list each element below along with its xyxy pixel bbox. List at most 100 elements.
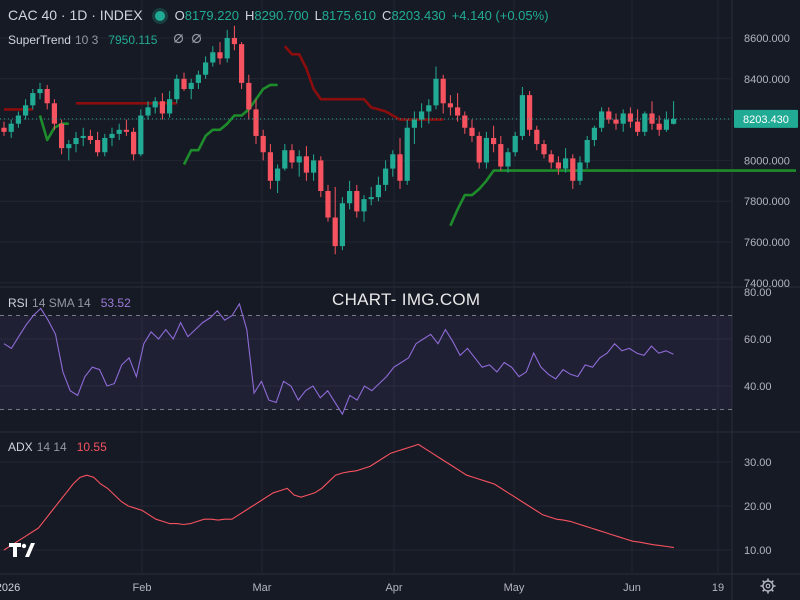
high-label: H — [244, 8, 255, 23]
last-price-tag — [734, 109, 798, 128]
y-tick-label: 20.00 — [744, 501, 772, 513]
candle-body — [419, 111, 425, 120]
candle-body — [527, 95, 533, 130]
candle-body — [80, 135, 86, 138]
last-price-label: 8203.430 — [743, 114, 789, 126]
candle-body — [404, 127, 410, 181]
candle-body — [635, 121, 641, 132]
candle-body — [138, 115, 144, 155]
eye-hidden-icon[interactable] — [169, 33, 187, 47]
candle-body — [577, 162, 583, 181]
candle-body — [260, 135, 266, 153]
rsi-params: 14 SMA 14 — [32, 296, 91, 310]
x-tick-label: Feb — [133, 582, 152, 594]
price-axis[interactable]: 8600.0008400.0008200.0008000.0007800.000… — [734, 33, 798, 557]
candle-body — [606, 111, 612, 120]
candle-body — [541, 144, 547, 155]
candle-body — [239, 44, 245, 83]
low-value: 8175.610 — [321, 8, 377, 23]
candle-body — [73, 137, 79, 145]
y-tick-label: 40.00 — [744, 381, 772, 393]
candle-body — [325, 191, 331, 218]
candle-body — [66, 144, 72, 149]
candle-body — [671, 118, 677, 124]
candle-body — [195, 74, 201, 83]
candle-body — [210, 52, 216, 63]
candle-body — [426, 105, 432, 112]
candle-body — [462, 115, 468, 128]
candle-body — [505, 152, 511, 167]
candle-body — [23, 105, 29, 116]
time-axis[interactable]: 2026 Feb Mar Apr May Jun 19 — [0, 582, 724, 594]
adx-legend[interactable]: ADX 14 14 10.55 — [8, 440, 115, 454]
adx-pane[interactable] — [3, 443, 674, 551]
candle-body — [203, 62, 209, 75]
rsi-legend[interactable]: RSI 14 SMA 14 53.52 — [8, 296, 139, 310]
close-value: 8203.430 — [391, 8, 446, 23]
candle-body — [469, 127, 475, 136]
candle-body — [311, 160, 317, 173]
candle-body — [491, 137, 497, 145]
candle-body — [642, 113, 648, 132]
symbol-header[interactable]: CAC 40 · 1D · INDEX O8179.220 H8290.700 L81… — [8, 7, 555, 23]
candle-body — [296, 156, 302, 163]
candle-body — [627, 113, 633, 122]
candle-body — [440, 78, 446, 104]
price-pane[interactable] — [0, 25, 796, 255]
candle-body — [282, 150, 288, 169]
close-label: C — [382, 8, 392, 23]
adx-value: 10.55 — [76, 440, 107, 454]
symbol-title: CAC 40 · 1D · INDEX — [8, 7, 143, 23]
candle-body — [224, 38, 230, 59]
candle-body — [361, 199, 367, 212]
y-tick-label: 8400.000 — [744, 74, 790, 86]
candle-body — [174, 78, 180, 100]
candle-body — [152, 101, 158, 108]
adx-name: ADX — [8, 440, 33, 454]
rsi-value: 53.52 — [100, 296, 131, 310]
candle-body — [159, 101, 165, 114]
low-label: L — [314, 8, 322, 23]
candle-body — [181, 78, 187, 89]
candle-body — [519, 95, 525, 136]
candle-body — [231, 38, 237, 45]
candle-body — [483, 137, 489, 163]
candle-body — [368, 197, 374, 200]
supertrend-params: 10 3 — [74, 33, 99, 47]
tradingview-logo-icon[interactable] — [8, 540, 38, 565]
candle-body — [15, 115, 21, 124]
supertrend-name: SuperTrend — [8, 33, 71, 47]
candle-body — [613, 119, 619, 124]
eye-hidden-icon[interactable] — [191, 33, 202, 47]
candle-body — [447, 103, 453, 108]
rsi-band — [0, 315, 732, 410]
candle-body — [275, 168, 281, 181]
candle-body — [44, 89, 50, 104]
y-tick-label: 7400.000 — [744, 278, 790, 290]
candle-body — [289, 150, 295, 163]
candle-body — [217, 52, 223, 59]
rsi-pane[interactable] — [0, 302, 732, 416]
candle-body — [656, 123, 662, 130]
candle-body — [51, 103, 57, 124]
candle-body — [397, 154, 403, 181]
candle-body — [498, 144, 504, 167]
candle-body — [599, 111, 605, 128]
candle-body — [246, 82, 252, 110]
candle-body — [512, 135, 518, 153]
gear-icon[interactable] — [760, 578, 776, 599]
candle-body — [1, 127, 7, 132]
open-label: O — [174, 8, 185, 23]
y-tick-label: 60.00 — [744, 334, 772, 346]
y-tick-label: 30.00 — [744, 457, 772, 469]
adx-params: 14 14 — [36, 440, 67, 454]
y-tick-label: 80.00 — [744, 287, 772, 299]
supertrend-legend[interactable]: SuperTrend 10 3 7950.115 — [8, 33, 202, 47]
candle-body — [563, 158, 569, 169]
candle-body — [37, 89, 43, 94]
candle-body — [663, 119, 669, 130]
candle-body — [347, 191, 353, 204]
supertrend-line-down — [283, 45, 444, 121]
